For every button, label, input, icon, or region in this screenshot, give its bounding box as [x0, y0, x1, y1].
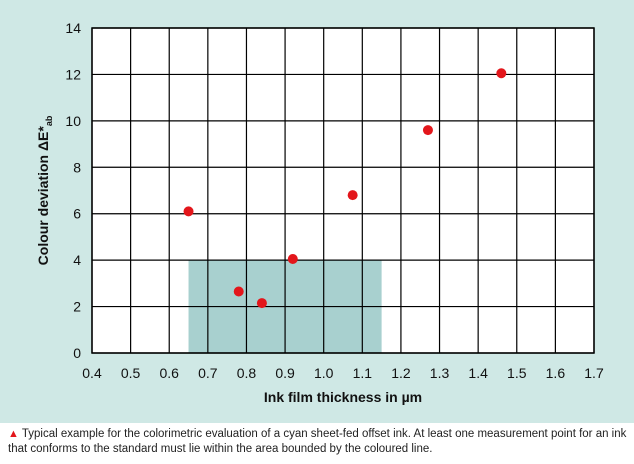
y-axis-title-subscript: ab	[44, 115, 54, 126]
y-tick-label: 0	[73, 345, 81, 361]
x-tick-label: 0.4	[82, 365, 102, 381]
figure-panel: 0.4 0.5 0.6 0.7 0.8 0.9 1.0 1.1 1.2 1.3 1.4 1.5 1.6 1…	[0, 0, 634, 423]
x-tick-label: 0.7	[198, 365, 218, 381]
x-tick-label: 1.7	[584, 365, 604, 381]
data-point	[256, 298, 267, 309]
data-point	[496, 68, 507, 79]
x-tick-label: 1.0	[314, 365, 334, 381]
data-point	[347, 190, 358, 201]
y-tick-label: 14	[65, 20, 81, 36]
y-axis-title-main: Colour deviation ΔE*	[35, 126, 51, 266]
x-tick-label: 0.8	[237, 365, 257, 381]
x-tick-label: 1.5	[507, 365, 527, 381]
x-tick-label: 1.4	[468, 365, 488, 381]
x-tick-label: 0.5	[121, 365, 141, 381]
caption-text: Typical example for the colorimetric eva…	[8, 428, 627, 455]
y-tick-label: 8	[73, 159, 81, 175]
caption-marker-icon: ▲	[8, 428, 19, 440]
y-tick-label: 10	[65, 113, 81, 129]
data-point	[287, 253, 298, 264]
x-tick-label: 1.6	[546, 365, 566, 381]
x-axis-title: Ink film thickness in µm	[264, 389, 422, 405]
figure-caption: ▲ Typical example for the colorimetric ev…	[8, 427, 628, 457]
x-axis-ticks: 0.4 0.5 0.6 0.7 0.8 0.9 1.0 1.1 1.2 1.3 1.4 1.5 1.6 1…	[82, 365, 604, 381]
y-tick-label: 4	[73, 252, 81, 268]
x-tick-label: 0.6	[159, 365, 179, 381]
x-tick-label: 0.9	[275, 365, 295, 381]
data-point	[183, 206, 194, 217]
data-point	[422, 125, 433, 136]
x-tick-label: 1.1	[353, 365, 373, 381]
data-point	[233, 286, 244, 297]
x-tick-label: 1.3	[430, 365, 450, 381]
y-axis-ticks: 0 2 4 6 8 10 12 14	[65, 20, 81, 361]
y-tick-label: 6	[73, 206, 81, 222]
x-tick-label: 1.2	[391, 365, 411, 381]
data-points	[183, 68, 507, 309]
y-axis-title: Colour deviation ΔE*ab	[35, 115, 54, 265]
plot-frame	[91, 27, 595, 354]
y-tick-label: 12	[65, 66, 81, 82]
scatter-chart: 0.4 0.5 0.6 0.7 0.8 0.9 1.0 1.1 1.2 1.3 1.4 1.5 1.6 1…	[35, 20, 604, 405]
y-tick-label: 2	[73, 299, 81, 315]
grid-lines	[91, 27, 595, 354]
